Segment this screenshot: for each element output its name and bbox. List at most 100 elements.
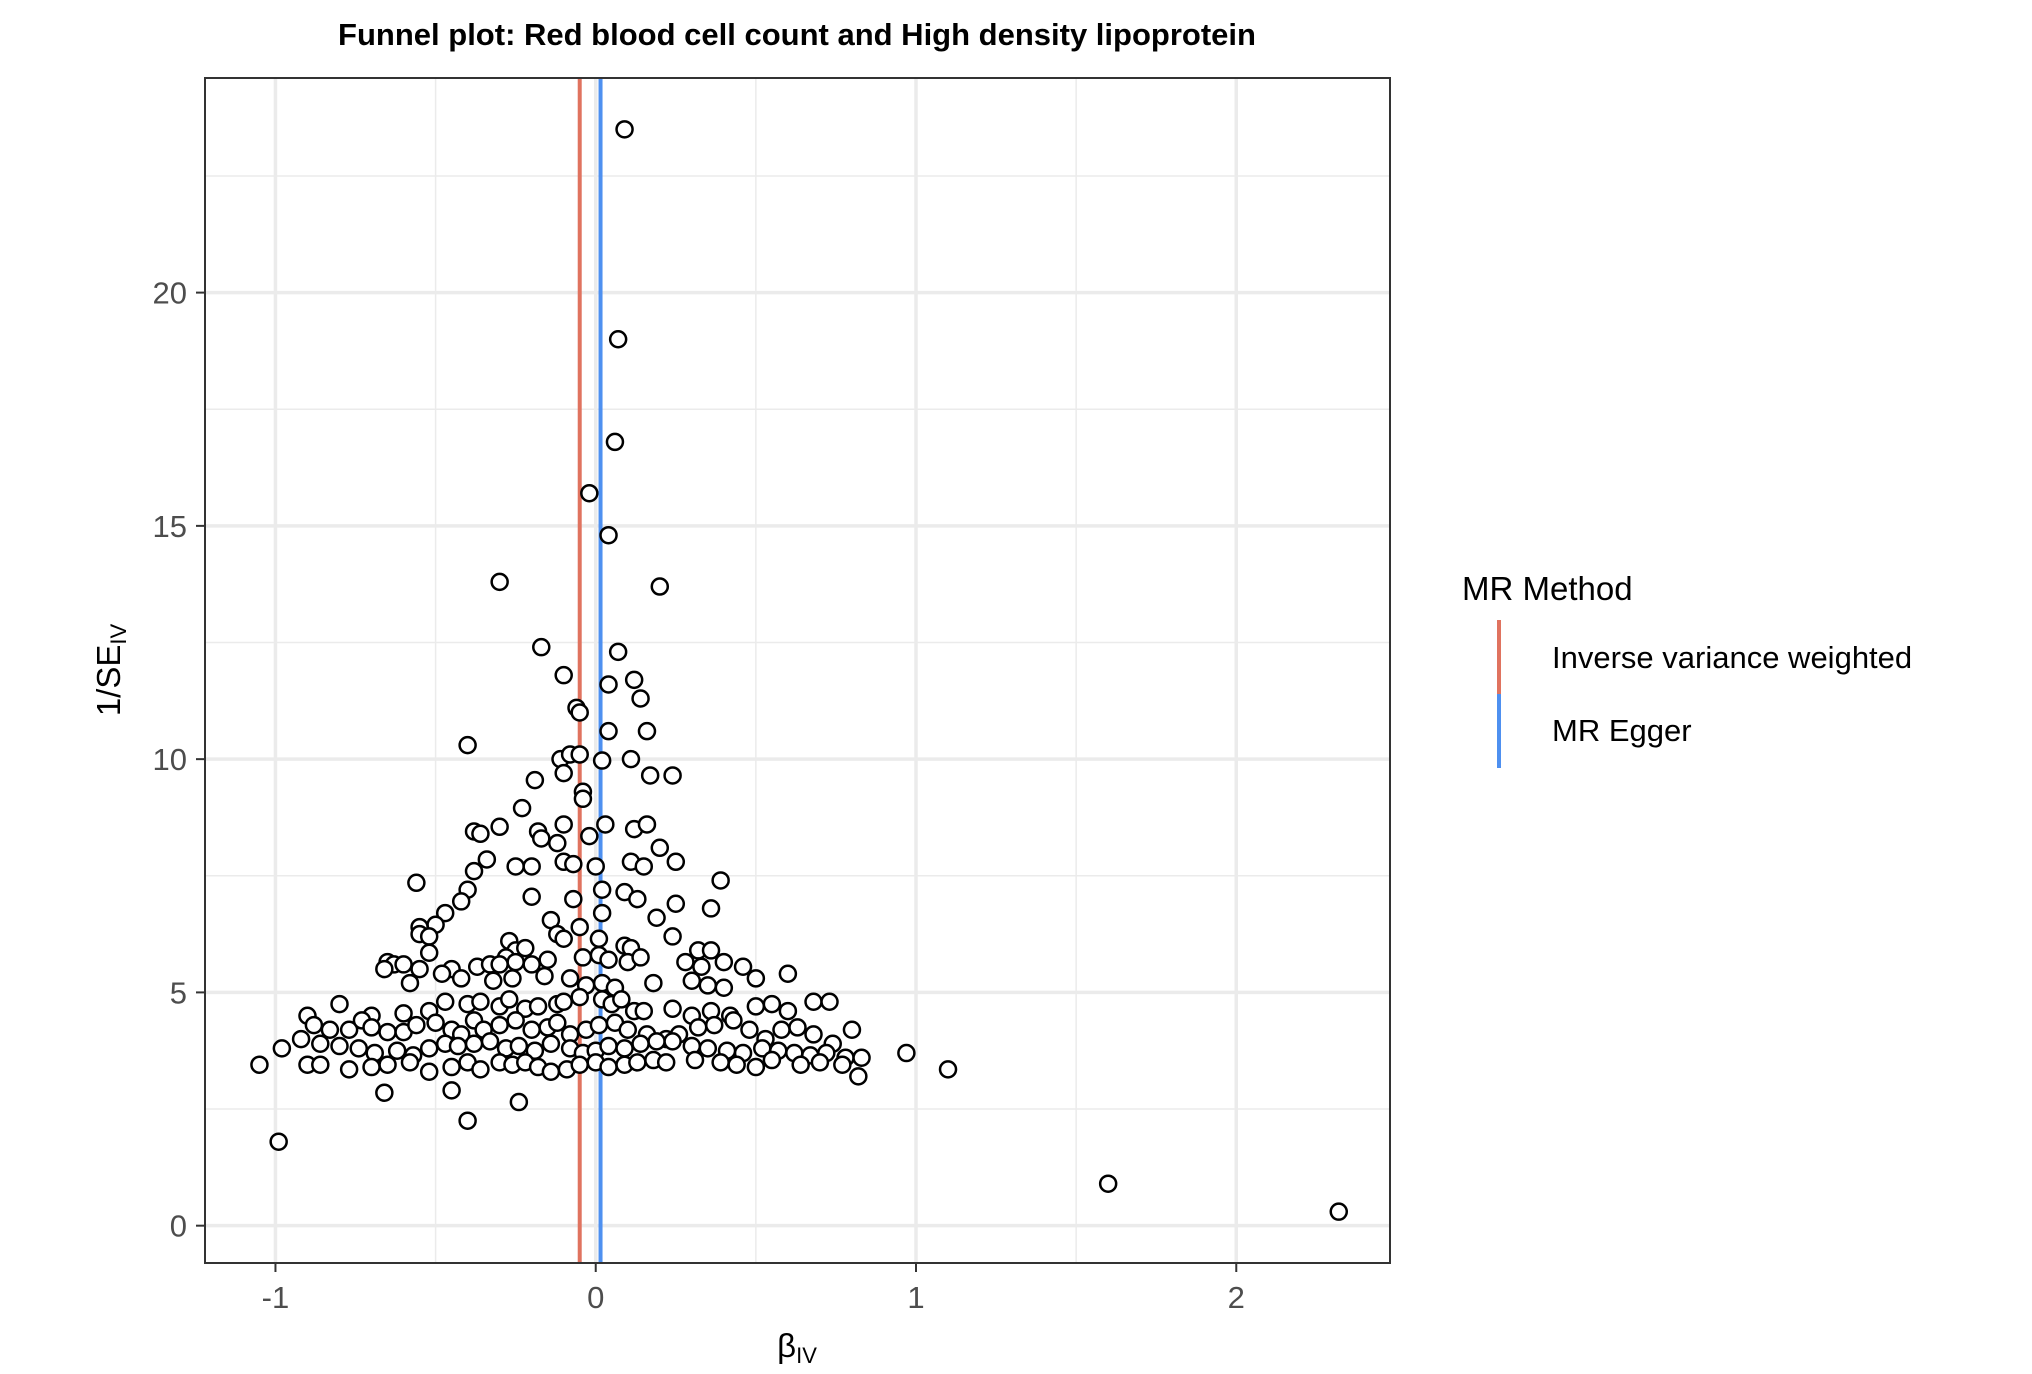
data-point [650,838,670,858]
data-point [407,873,426,893]
data-point [378,1055,397,1074]
data-point [490,955,509,974]
data-point [650,577,670,596]
data-point [701,941,721,960]
data-point [698,976,718,995]
y-tick-label: 0 [170,1209,187,1244]
data-point [772,1020,791,1039]
data-point [512,798,532,818]
data-point [640,766,660,785]
data-point [762,1050,782,1070]
data-point [599,950,618,970]
data-point [394,955,413,974]
data-point [589,1015,609,1035]
data-point [554,992,573,1011]
data-point [842,1020,862,1039]
legend-label-ivw: Inverse variance weighted [1552,640,1912,675]
data-point [330,994,349,1014]
data-point [615,120,634,139]
data-point [589,929,609,949]
data-point [788,1018,807,1037]
data-point [509,1036,529,1056]
data-point [599,675,618,694]
data-point [516,938,535,958]
x-tick-label: -1 [262,1280,290,1315]
data-point [608,642,628,662]
data-point [711,871,730,890]
data-points [250,120,1349,1221]
data-point [564,854,583,874]
data-point [592,880,612,900]
data-point [419,927,439,946]
data-point [656,1053,676,1072]
data-point [506,1011,525,1030]
data-point [791,1055,810,1074]
plot-panel-border [204,77,1391,1264]
data-point [573,789,593,809]
data-point [349,1039,368,1058]
data-point [685,1050,705,1070]
data-point [666,852,686,872]
data-point [599,1057,618,1077]
data-point [599,525,618,545]
x-axis-title-sub: IV [796,1343,817,1368]
data-point [464,861,484,881]
data-point [477,850,497,869]
data-point [666,894,686,914]
data-point [362,1018,381,1037]
data-point [554,929,573,949]
data-point [647,908,666,928]
data-point [599,721,618,741]
data-point [522,1020,541,1039]
data-point [548,1013,567,1032]
data-point [704,1015,724,1035]
data-point [1329,1202,1349,1221]
data-point [663,999,682,1018]
data-point [938,1060,958,1079]
data-point [432,964,452,983]
data-point [599,1036,618,1056]
data-point [663,927,682,946]
data-point [564,889,583,909]
data-point [724,1011,743,1030]
y-tick-label: 15 [153,509,187,544]
data-point [451,969,471,988]
data-point [448,1036,468,1056]
data-point [820,992,839,1011]
data-point [522,887,541,907]
legend-label-egger: MR Egger [1552,713,1692,748]
data-point [535,966,554,986]
data-point [541,1062,561,1081]
data-point [727,1055,746,1074]
data-point [605,432,625,452]
y-axis-title-sub: IV [106,624,131,645]
data-point [612,990,631,1009]
data-point [291,1029,311,1049]
data-point [394,1004,413,1023]
data-point [682,971,702,990]
data-point [810,1053,830,1072]
data-point [746,997,766,1016]
data-point [503,969,522,988]
data-point [580,826,599,846]
data-point [483,971,503,990]
data-point [490,817,509,837]
data-point [692,957,711,976]
legend: MR Method Inverse variance weighted MR E… [1462,570,1912,768]
data-point [490,1015,509,1035]
data-point [631,689,650,708]
data-point [506,952,525,972]
data-point [419,1062,439,1081]
data-point [897,1043,916,1063]
data-point [407,1015,426,1035]
data-point [663,766,682,785]
data-point [698,1039,718,1058]
data-point [410,959,429,979]
data-point [269,1132,288,1151]
data-point [330,1036,349,1056]
data-point [250,1055,269,1074]
data-point [688,1018,708,1037]
data-point [592,751,612,770]
data-point [624,670,644,690]
data-point [634,1001,654,1021]
